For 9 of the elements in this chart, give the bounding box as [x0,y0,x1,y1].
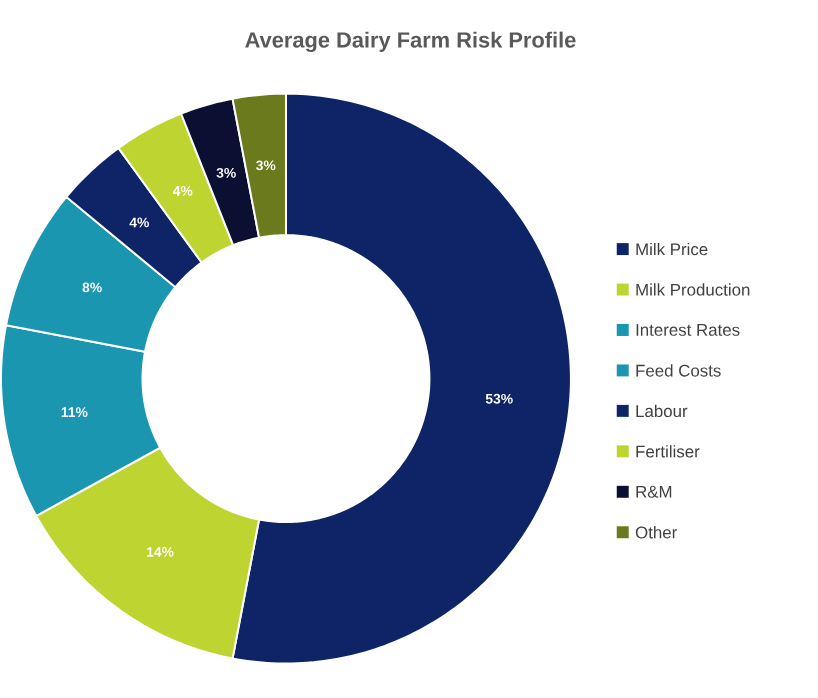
legend-label: Other [635,526,677,539]
legend-label: R&M [636,486,672,498]
legend-label: Interest Rates [636,324,740,337]
chart-title: Average Dairy Farm Risk Profile [245,31,576,53]
legend-label: Fertiliser [636,445,700,458]
legend-label: Milk Production [636,283,750,296]
legend-label: Labour [636,404,688,418]
legend-label: Milk Price [636,243,708,256]
legend-label: Feed Costs [636,364,721,377]
